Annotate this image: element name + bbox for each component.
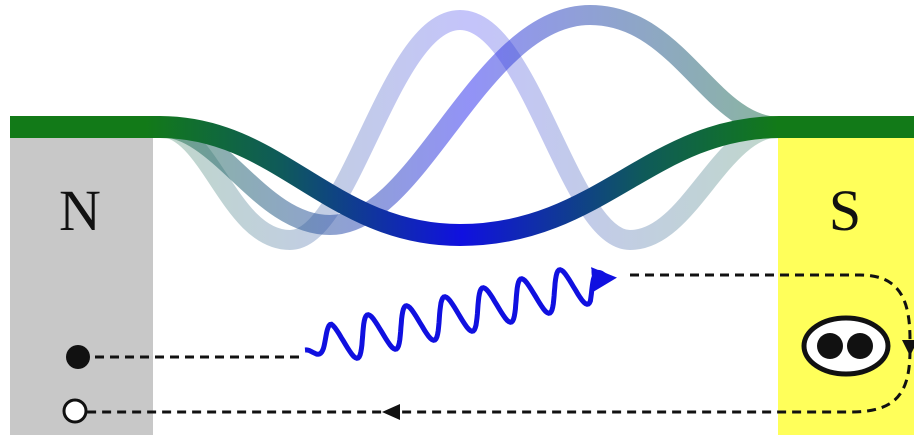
arrowhead: [382, 404, 400, 420]
diagram: N S: [0, 0, 914, 435]
photon-wave: [305, 270, 612, 359]
pair-ellipse: [804, 318, 888, 374]
south-label: S: [829, 178, 861, 243]
north-label: N: [59, 178, 101, 243]
pair-dot: [847, 333, 873, 359]
filled-dot: [66, 345, 90, 369]
pair-dot: [817, 333, 843, 359]
open-dot: [64, 400, 86, 422]
